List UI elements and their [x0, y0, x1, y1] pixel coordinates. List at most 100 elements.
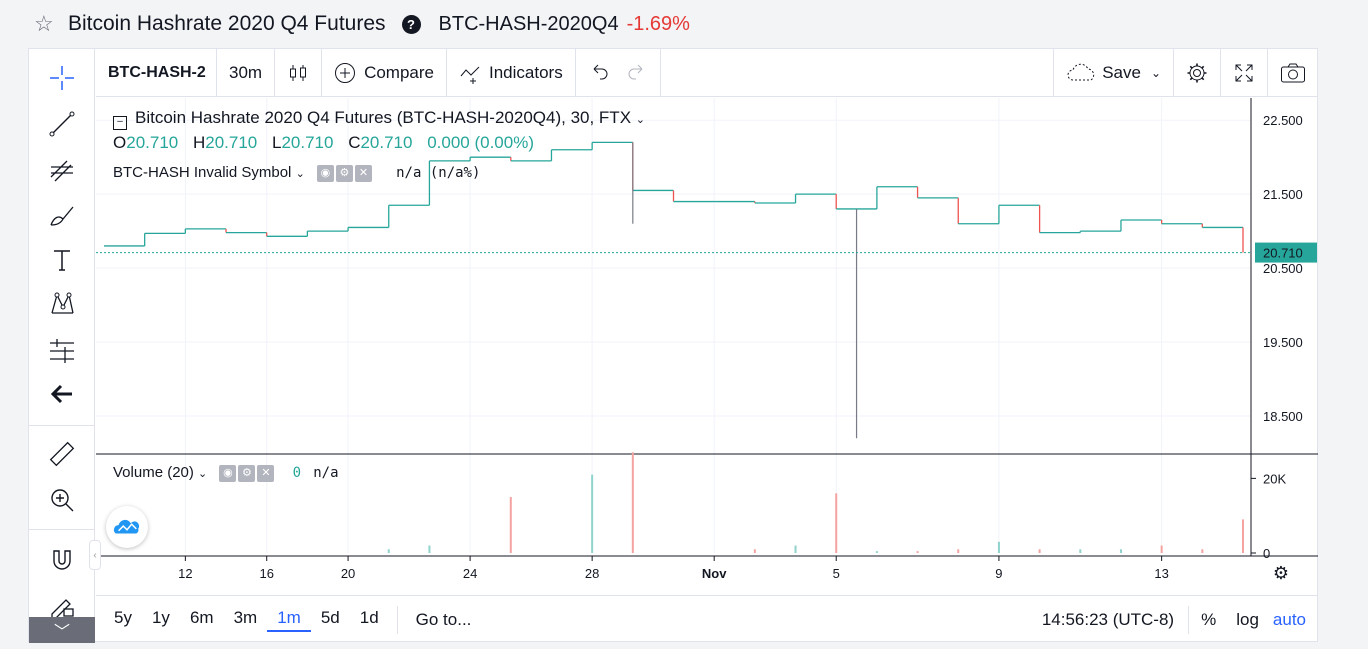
range-button-3m[interactable]: 3m — [233, 607, 258, 627]
open-value: 20.710 — [126, 133, 179, 152]
text-tool-icon[interactable] — [45, 243, 79, 277]
indicators-icon — [459, 62, 481, 84]
collapse-legend-icon[interactable]: – — [113, 116, 127, 130]
gear-icon[interactable]: ⚙ — [335, 164, 353, 182]
range-button-6m[interactable]: 6m — [189, 607, 214, 627]
chart-type-button[interactable] — [275, 48, 323, 97]
volume-label: Volume (20) — [113, 464, 194, 481]
crosshair-icon[interactable] — [45, 61, 79, 95]
redo-icon[interactable] — [626, 62, 648, 84]
indicators-label: Indicators — [489, 62, 563, 82]
toolbar-divider — [29, 529, 95, 530]
interval-button[interactable]: 30m — [217, 48, 276, 97]
range-buttons: 5y 1y 6m 3m 1m 5d 1d — [96, 608, 389, 632]
close-icon[interactable]: ✕ — [257, 464, 275, 482]
low-label: L — [271, 133, 282, 152]
range-button-5y[interactable]: 5y — [114, 607, 132, 627]
volume-bar — [875, 551, 878, 553]
collapse-toolbar-handle[interactable]: ‹ — [89, 540, 101, 570]
chevron-down-icon[interactable]: ⌄ — [198, 468, 208, 480]
invalid-symbol-label: BTC-HASH Invalid Symbol — [113, 164, 292, 181]
back-arrow-icon[interactable] — [45, 377, 79, 411]
volume-na: n/a — [313, 465, 339, 481]
top-toolbar: BTC-HASH-2 30m Compare Indicators Save ⌄ — [96, 48, 1318, 97]
clock: 14:56:23 (UTC-8) — [1041, 609, 1175, 629]
symbol-search-input[interactable]: BTC-HASH-2 — [96, 48, 217, 97]
time-axis-label: 20 — [341, 566, 355, 581]
chevron-down-icon: ⌄ — [1150, 65, 1161, 80]
lock-drawings-icon[interactable] — [45, 587, 79, 621]
chevron-down-icon[interactable]: ﹀ — [29, 617, 95, 643]
help-icon[interactable]: ? — [401, 14, 421, 34]
prediction-tool-icon[interactable] — [45, 333, 79, 367]
candles-icon — [287, 62, 309, 84]
chart-pane[interactable]: 22.500 21.500 20.500 19.500 18.500 20.710 20K 0… — [96, 98, 1318, 643]
range-button-1m[interactable]: 1m — [267, 608, 311, 632]
fullscreen-button[interactable] — [1220, 48, 1267, 97]
ruler-icon[interactable] — [45, 437, 79, 471]
range-button-1d[interactable]: 1d — [359, 607, 379, 627]
chevron-down-icon[interactable]: ⌄ — [635, 114, 645, 126]
change-percent: -1.69% — [626, 12, 690, 35]
time-axis-label: 28 — [585, 566, 599, 581]
time-axis-label: 16 — [259, 566, 273, 581]
time-axis-label: 13 — [1154, 566, 1168, 581]
legend-title: Bitcoin Hashrate 2020 Q4 Futures (BTC-HA… — [135, 108, 632, 127]
indicators-button[interactable]: Indicators — [447, 48, 576, 97]
toolbar-divider — [1188, 605, 1190, 634]
volume-scale-label: 0 — [1263, 546, 1270, 561]
time-axis-label: 24 — [463, 566, 477, 581]
camera-icon — [1280, 62, 1306, 84]
axis-settings-icon[interactable]: ⚙ — [1273, 563, 1289, 583]
change-value: 0.000 (0.00%) — [427, 133, 534, 152]
volume-bar — [1038, 549, 1041, 553]
range-button-1y[interactable]: 1y — [151, 607, 170, 627]
volume-bar — [957, 549, 960, 553]
volume-bar — [509, 497, 512, 553]
last-price-label: 20.710 — [1263, 246, 1303, 261]
settings-button[interactable] — [1173, 48, 1220, 97]
high-value: 20.710 — [205, 133, 258, 152]
eye-icon[interactable]: ◉ — [316, 164, 334, 182]
magnet-icon[interactable] — [45, 543, 79, 577]
price-scale-label: 22.500 — [1263, 113, 1303, 128]
percent-toggle[interactable]: % — [1201, 609, 1217, 629]
time-axis-label: 12 — [178, 566, 192, 581]
fib-tool-icon[interactable] — [45, 153, 79, 187]
volume-bar — [753, 549, 756, 553]
price-chart[interactable]: 22.500 21.500 20.500 19.500 18.500 20.710 20K 0… — [96, 98, 1318, 595]
volume-bar — [428, 545, 431, 553]
page-title: Bitcoin Hashrate 2020 Q4 Futures — [68, 12, 386, 35]
screenshot-button[interactable] — [1267, 48, 1318, 97]
time-axis-label: 9 — [995, 566, 1002, 581]
zoom-in-icon[interactable] — [45, 483, 79, 517]
chevron-down-icon[interactable]: ⌄ — [295, 168, 305, 180]
save-button[interactable]: Save ⌄ — [1053, 48, 1173, 97]
open-label: O — [113, 133, 127, 152]
trend-line-icon[interactable] — [45, 107, 79, 141]
range-button-5d[interactable]: 5d — [320, 607, 340, 627]
pattern-tool-icon[interactable] — [45, 287, 79, 321]
compare-button[interactable]: Compare — [322, 48, 447, 97]
star-icon[interactable]: ☆ — [34, 11, 54, 36]
main-legend: – Bitcoin Hashrate 2020 Q4 Futures (BTC-H… — [113, 108, 645, 130]
eye-icon[interactable]: ◉ — [219, 464, 237, 482]
time-axis-label: Nov — [702, 566, 727, 581]
symbol-label: BTC-HASH-2020Q4 — [438, 12, 619, 35]
toolbar-divider — [396, 605, 398, 634]
invalid-symbol-legend: BTC-HASH Invalid Symbol ⌄ ◉ ⚙ ✕ n/a (n/a%) — [113, 164, 480, 182]
brush-icon[interactable] — [45, 199, 79, 233]
fullscreen-icon — [1233, 62, 1255, 84]
undo-icon[interactable] — [588, 62, 610, 84]
close-icon[interactable]: ✕ — [354, 164, 372, 182]
auto-toggle[interactable]: auto — [1272, 609, 1306, 629]
volume-value: 0 — [292, 465, 302, 481]
volume-bar — [591, 474, 594, 553]
cloud-icon — [1066, 62, 1098, 84]
gear-icon[interactable]: ⚙ — [238, 464, 256, 482]
tradingview-logo[interactable] — [106, 506, 148, 548]
log-toggle[interactable]: log — [1236, 609, 1259, 629]
goto-button[interactable]: Go to... — [415, 609, 472, 629]
ohlc-legend: O20.710 H20.710 L20.710 C20.710 0.000 (0… — [113, 133, 534, 153]
last-price-badge — [1255, 242, 1317, 263]
